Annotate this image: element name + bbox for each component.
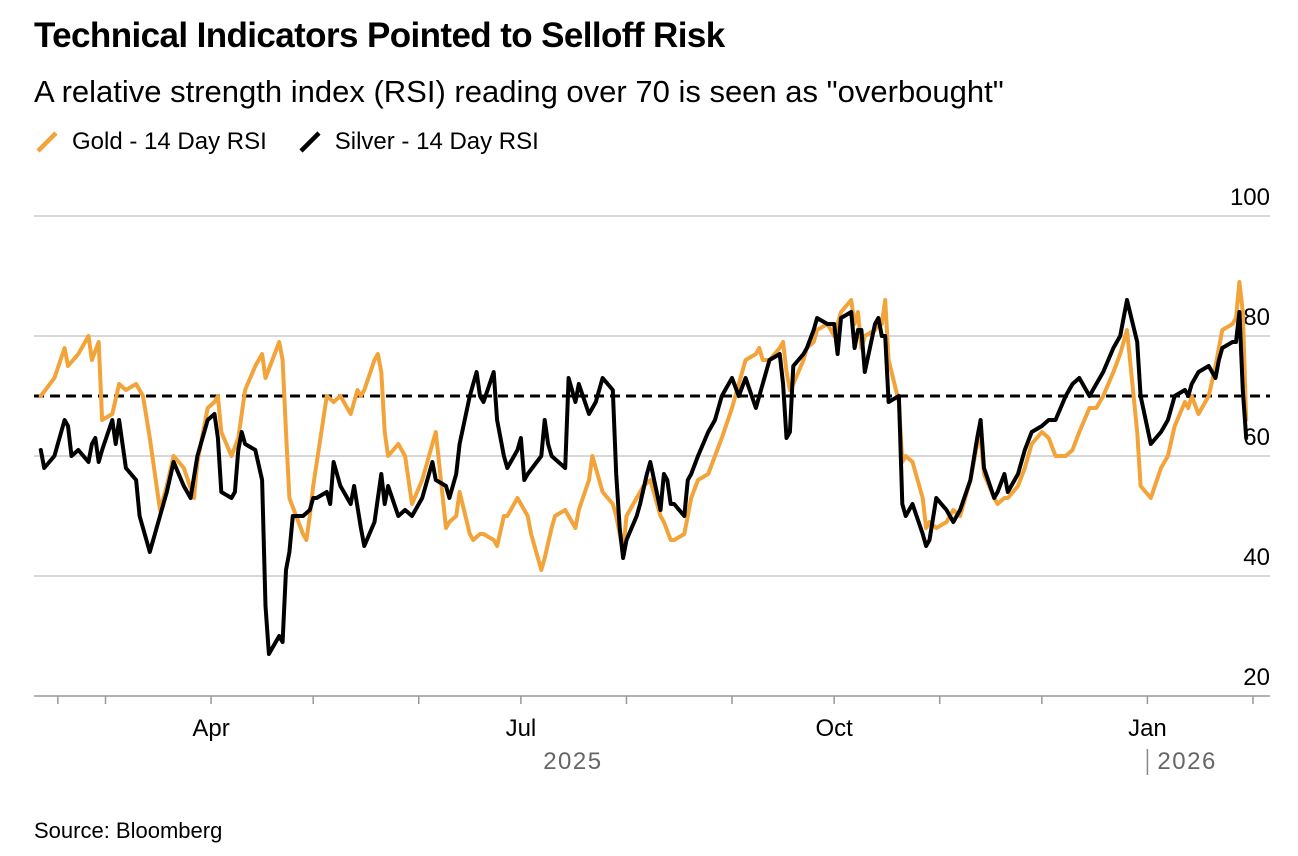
x-year-label-2025: 2025 (543, 748, 602, 775)
x-tick-label-jan: Jan (1128, 715, 1167, 742)
legend: Gold - 14 Day RSI Silver - 14 Day RSI (34, 128, 569, 156)
source-note: Source: Bloomberg (34, 818, 223, 843)
gold-rsi-line (38, 280, 1249, 572)
legend-label-silver: Silver - 14 Day RSI (334, 128, 539, 155)
silver-rsi-line (38, 298, 1249, 656)
x-tick-label-apr: Apr (192, 715, 229, 742)
x-year-label-2026: 2026 (1157, 748, 1216, 775)
y-tick-label-100: 100 (1230, 184, 1270, 211)
gold-line-icon (36, 131, 58, 153)
legend-label-gold: Gold - 14 Day RSI (72, 128, 267, 155)
silver-line-icon (299, 131, 321, 153)
y-tick-label-80: 80 (1243, 304, 1270, 331)
series-lines (38, 280, 1249, 656)
legend-item-silver: Silver - 14 Day RSI (297, 128, 539, 156)
x-axis: Apr Jul Oct Jan 2025 2026 (34, 695, 1270, 775)
chart-subtitle: A relative strength index (RSI) reading … (34, 74, 1004, 109)
y-tick-label-40: 40 (1243, 544, 1270, 571)
x-tick-label-oct: Oct (815, 715, 853, 742)
chart-title: Technical Indicators Pointed to Selloff … (34, 16, 725, 55)
x-tick-label-jul: Jul (506, 715, 537, 742)
legend-item-gold: Gold - 14 Day RSI (34, 128, 267, 156)
y-tick-label-20: 20 (1243, 664, 1270, 691)
